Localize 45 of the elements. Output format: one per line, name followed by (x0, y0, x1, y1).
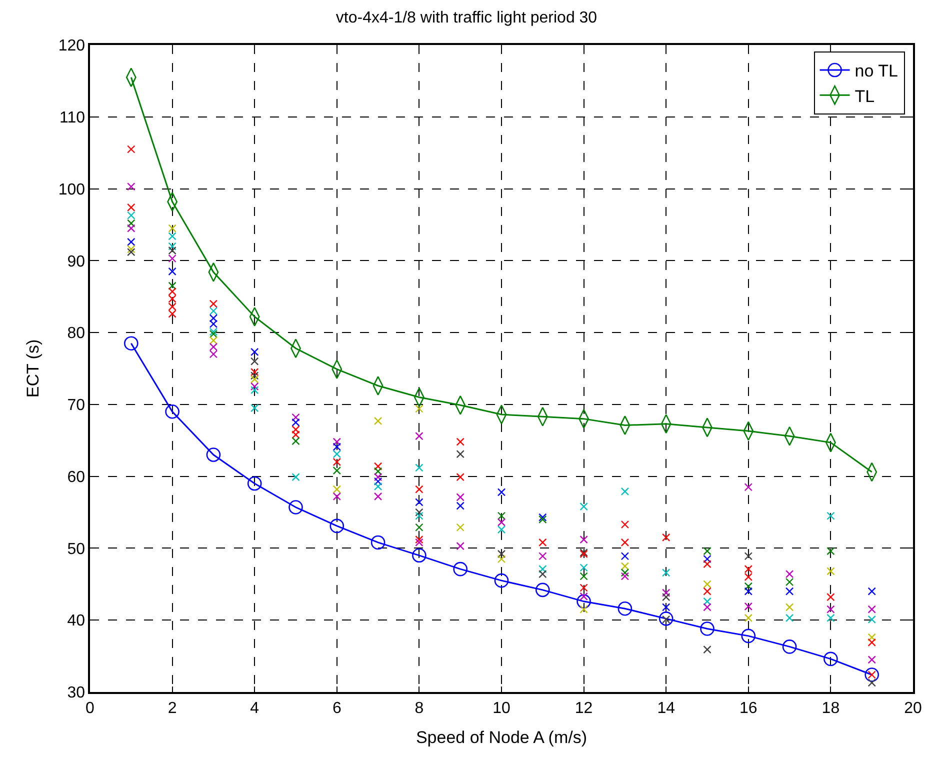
chart-title: vto-4x4-1/8 with traffic light period 30 (336, 10, 598, 27)
y-tick-label: 80 (67, 325, 86, 342)
legend-label: TL (854, 86, 875, 106)
y-tick-label: 100 (58, 181, 86, 198)
point (330, 518, 344, 534)
point (741, 628, 756, 644)
x-tick-label: 10 (492, 700, 510, 717)
legend-label: no TL (854, 62, 898, 81)
y-tick-label: 110 (60, 109, 86, 126)
y-tick-label: 120 (58, 38, 86, 55)
x-tick-label: 6 (332, 700, 342, 717)
x-axis-title: Speed of Node A (m/s) (416, 728, 588, 747)
x-tick-label: 14 (657, 700, 676, 717)
point (494, 573, 509, 588)
point (618, 601, 632, 616)
y-tick-label: 40 (67, 612, 86, 630)
y-tick-label: 90 (67, 253, 86, 270)
point (658, 612, 674, 626)
point (576, 594, 591, 609)
y-tick-label: 70 (67, 397, 86, 414)
x-tick-label: 4 (250, 700, 260, 717)
point (864, 668, 879, 682)
x-tick-label: 12 (574, 700, 593, 717)
point (412, 548, 426, 563)
y-tick-label: 60 (67, 468, 86, 486)
x-tick-label: 18 (822, 700, 840, 717)
point (453, 562, 468, 576)
point (206, 448, 221, 462)
x-tick-label: 8 (414, 700, 424, 717)
point (824, 652, 838, 666)
point (165, 404, 180, 419)
x-tick-label: 2 (168, 700, 177, 717)
x-tick-label: 20 (904, 700, 922, 717)
point (370, 535, 386, 550)
y-axis-title: ECT (s) (23, 339, 42, 398)
point (288, 500, 303, 514)
point (536, 582, 550, 598)
point (247, 476, 262, 491)
point (124, 336, 138, 350)
x-tick-label: 0 (86, 700, 95, 717)
x-tick-label: 16 (740, 700, 758, 717)
y-tick-label: 50 (67, 540, 86, 558)
point (700, 622, 714, 636)
y-tick-label: 30 (67, 684, 86, 702)
point (782, 640, 797, 654)
